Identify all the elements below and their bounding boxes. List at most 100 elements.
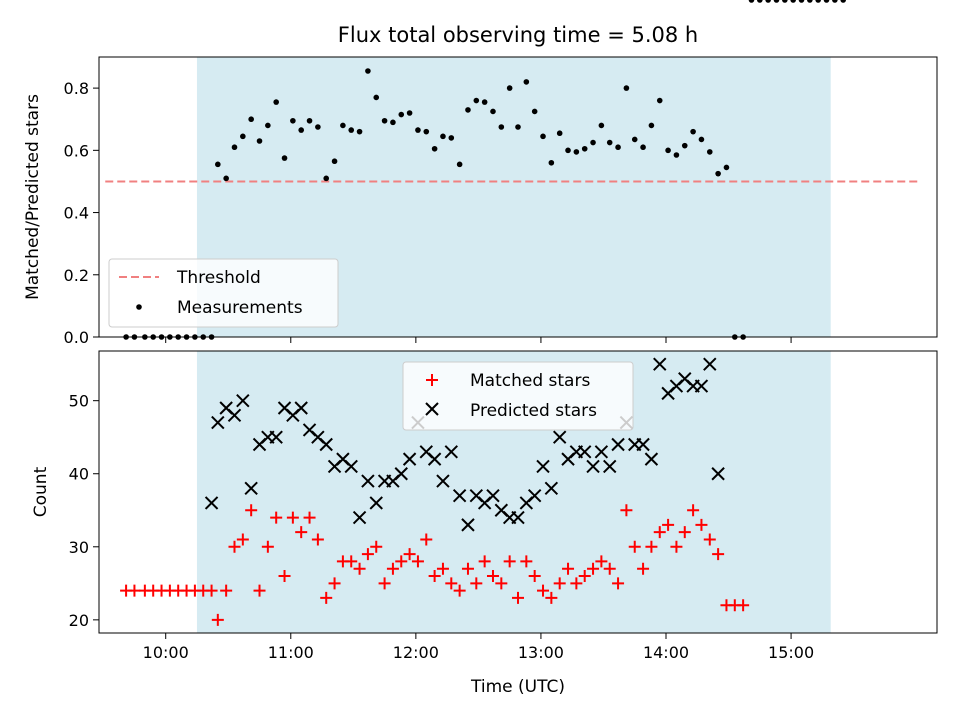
matched-point (670, 540, 683, 553)
top-panel-legend: Threshold Measurements (108, 258, 339, 328)
predicted-point (344, 459, 358, 474)
measurement-point (440, 133, 446, 140)
measurement-point (590, 139, 596, 146)
matched-point (311, 533, 324, 546)
matched-point (737, 599, 750, 612)
predicted-point (644, 452, 659, 466)
matched-point (603, 562, 616, 575)
y-tick-label: 0.2 (64, 266, 89, 285)
matched-point (662, 518, 675, 531)
measurement-point (631, 136, 638, 143)
matched-point (286, 511, 299, 524)
bottom-panel-marks (120, 358, 750, 626)
measurement-point (598, 122, 605, 129)
matched-point (537, 584, 550, 597)
matched-point (361, 548, 374, 561)
matched-point (420, 533, 433, 546)
measurement-point (548, 159, 555, 166)
bottom-legend-box (402, 361, 634, 431)
legend-threshold-label: Threshold (176, 268, 261, 288)
measurement-point (615, 144, 621, 151)
matched-point (211, 613, 224, 626)
measurement-point (348, 127, 355, 133)
matched-point (520, 555, 533, 568)
matched-point (495, 577, 508, 590)
measurement-point (415, 127, 421, 133)
measurement-point (565, 147, 571, 154)
predicted-point (236, 393, 250, 408)
measurement-point (540, 133, 546, 140)
x-tick-label: 12:00 (393, 643, 439, 662)
measurement-point (673, 152, 680, 158)
measurement-point (782, 0, 788, 3)
measurement-point (523, 79, 530, 85)
matched-point (128, 584, 141, 597)
predicted-point (544, 481, 559, 496)
x-tick-label: 13:00 (518, 643, 564, 662)
matched-point (587, 562, 600, 575)
matched-point (553, 577, 566, 590)
predicted-point (527, 488, 542, 503)
measurement-point (832, 0, 838, 3)
predicted-point (511, 510, 525, 525)
matched-point (245, 504, 258, 517)
predicted-point (461, 518, 475, 532)
predicted-point (211, 415, 225, 430)
x-axis-label: Time (UTC) (470, 677, 565, 697)
matched-point (612, 577, 625, 590)
y-tick-label: 0.4 (64, 204, 89, 223)
matched-point (461, 562, 474, 575)
matched-point (436, 562, 449, 575)
predicted-point (361, 474, 375, 488)
measurement-point (490, 108, 496, 115)
y-tick-label: 50 (69, 392, 89, 411)
x-tick-label: 11:00 (268, 643, 314, 662)
measurement-point (223, 175, 229, 182)
matched-point (345, 555, 358, 568)
x-tick-label: 10:00 (143, 643, 189, 662)
matched-point (220, 584, 233, 597)
measurement-point (215, 161, 221, 168)
measurement-point (315, 124, 321, 130)
predicted-point (486, 488, 500, 503)
matched-point (303, 511, 316, 524)
measurement-point (698, 136, 705, 143)
matched-point (236, 533, 249, 546)
predicted-point (402, 452, 417, 466)
measurement-point (773, 0, 780, 3)
x-tick-label: 14:00 (643, 643, 689, 662)
predicted-point (636, 437, 650, 452)
measurement-point (481, 99, 488, 105)
y-tick-label: 20 (69, 611, 89, 630)
matched-point (562, 562, 575, 575)
matched-point (628, 540, 641, 553)
measurement-point (515, 124, 521, 130)
measurement-point (356, 128, 363, 135)
matched-point (578, 570, 591, 583)
matched-point (445, 577, 458, 590)
measurement-point (448, 135, 455, 141)
predicted-point (611, 437, 625, 452)
top-panel-frame (98, 56, 938, 338)
measurement-point (398, 111, 405, 118)
top-panel-axes: 0.0 0.2 0.4 0.6 0.8 (64, 79, 792, 347)
matched-point (428, 570, 441, 583)
top-panel-ylabel: Matched/Predicted stars (23, 94, 43, 300)
matched-point (595, 555, 608, 568)
predicted-point (694, 379, 709, 393)
measurement-point (231, 144, 238, 151)
matched-point (620, 504, 633, 517)
bottom-panel-axes: 20 30 40 50 10:00 11:00 12:00 13:00 14:00 15:00 (69, 392, 814, 662)
matched-point (328, 577, 341, 590)
measurement-point (648, 122, 655, 129)
matched-point (378, 577, 391, 590)
matched-point (703, 533, 716, 546)
y-tick-label: 40 (69, 465, 89, 484)
measurement-point (373, 94, 380, 101)
predicted-point (319, 437, 333, 452)
measurement-point (331, 158, 338, 165)
legend-matched-label: Matched stars (470, 371, 590, 391)
measurement-point (240, 133, 246, 140)
top-panel-marks (105, 0, 919, 340)
